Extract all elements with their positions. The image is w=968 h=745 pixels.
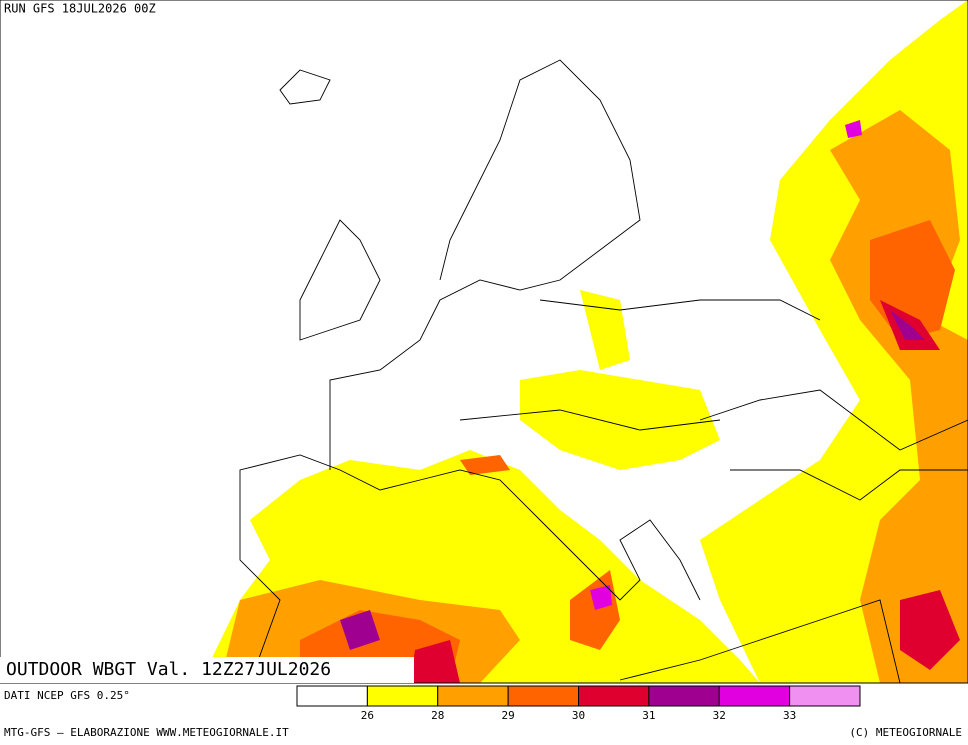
legend-tick-label: 28	[431, 709, 444, 722]
legend-swatch	[578, 685, 650, 707]
legend-swatch	[366, 685, 439, 707]
legend-swatch	[648, 685, 720, 707]
title-box	[0, 657, 414, 683]
legend-swatch	[718, 685, 791, 707]
legend-tick-label: 31	[642, 709, 655, 722]
legend-tick-label: 30	[572, 709, 585, 722]
map	[0, 0, 968, 684]
credit: MTG-GFS — ELABORAZIONE WWW.METEOGIORNALE…	[4, 726, 289, 739]
copyright: (C) METEOGIORNALE	[849, 726, 962, 739]
legend-swatch	[507, 685, 579, 707]
source: DATI NCEP GFS 0.25°	[4, 689, 130, 702]
legend-swatch	[789, 685, 861, 707]
map-title: OUTDOOR WBGT Val. 12Z27JUL2026	[6, 659, 331, 680]
legend-tick-label: 29	[502, 709, 515, 722]
legend: 26 28 29 30 31 32 33	[296, 685, 861, 722]
legend-swatch	[437, 685, 509, 707]
legend-tick-label: 26	[361, 709, 374, 722]
legend-tick-label: 33	[783, 709, 796, 722]
run-label: RUN GFS 18JUL2026 00Z	[4, 2, 156, 16]
legend-tick-label: 32	[713, 709, 726, 722]
legend-swatch	[296, 685, 368, 707]
